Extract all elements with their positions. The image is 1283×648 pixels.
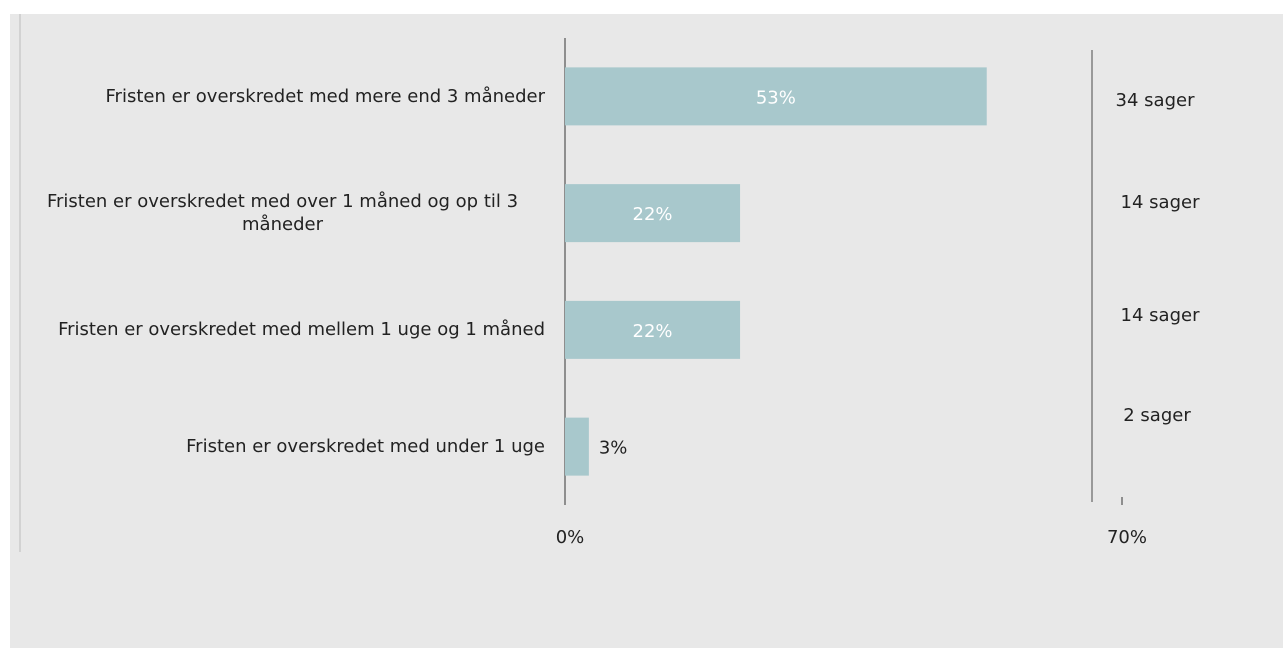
value-label: 53% (756, 87, 796, 108)
category-text: Fristen er overskredet med over 1 måned … (46, 191, 519, 236)
annotation: 34 sager (1116, 90, 1196, 111)
category-text: Fristen er overskredet med mellem 1 uge … (58, 319, 545, 341)
category-label: Fristen er overskredet med over 1 måned … (20, 173, 545, 253)
value-label: 22% (633, 321, 673, 342)
value-label: 22% (633, 204, 673, 225)
annotation: 14 sager (1121, 192, 1201, 213)
category-label: Fristen er overskredet med mellem 1 uge … (20, 290, 545, 370)
value-label: 3% (599, 438, 628, 459)
x-tick-label: 70% (1107, 527, 1147, 548)
category-label: Fristen er overskredet med under 1 uge (20, 407, 545, 487)
bar (565, 300, 741, 359)
annotation: 2 sager (1123, 405, 1191, 426)
bar (565, 184, 741, 243)
annotation: 14 sager (1121, 305, 1201, 326)
category-text: Fristen er overskredet med mere end 3 må… (105, 85, 546, 107)
category-label: Fristen er overskredet med mere end 3 må… (20, 56, 546, 136)
bar (565, 417, 589, 476)
category-text: Fristen er overskredet med under 1 uge (186, 436, 545, 458)
x-tick-label: 0% (556, 527, 585, 548)
bar (565, 67, 987, 126)
